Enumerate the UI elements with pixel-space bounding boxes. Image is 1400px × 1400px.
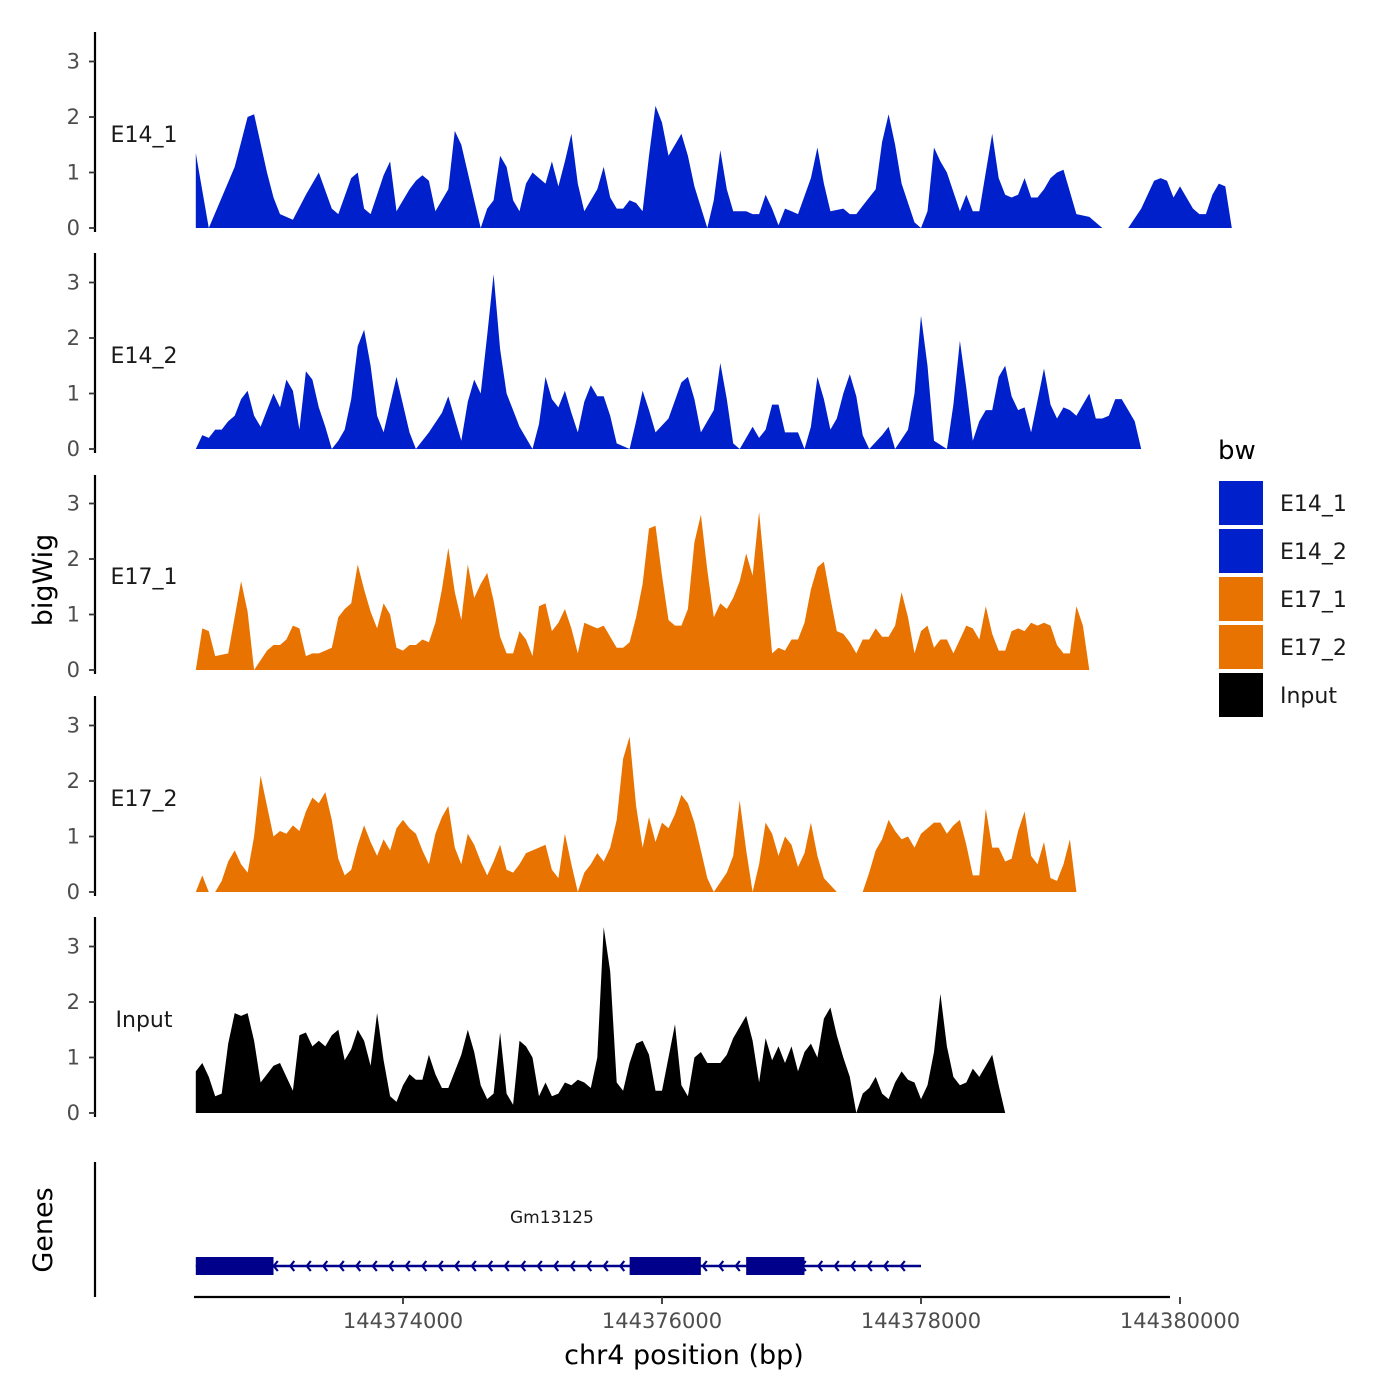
strand-arrow (486, 1260, 494, 1272)
genes-panel: Gm13125 (93, 1162, 921, 1297)
coverage-area-e14-2 (195, 274, 1142, 449)
strand-arrow (701, 1260, 708, 1272)
x-axis: 144374000 144376000 144378000 144380000 (194, 1295, 1240, 1333)
gene-exon (195, 1257, 274, 1275)
strand-arrow (899, 1260, 906, 1272)
strand-arrow (734, 1260, 741, 1272)
x-axis-title: chr4 position (bp) (564, 1340, 804, 1371)
y-tick-label: 0 (67, 658, 80, 682)
track-label: E14_1 (111, 123, 178, 148)
legend-label: E17_2 (1280, 636, 1347, 661)
strand-arrow (437, 1260, 444, 1272)
strand-arrow (552, 1260, 560, 1272)
genes-axis-title: Genes (28, 1187, 59, 1272)
strand-arrow (849, 1260, 857, 1272)
y-tick-label: 0 (67, 880, 80, 904)
x-tick-label: 144380000 (1120, 1309, 1240, 1333)
legend-label: E14_2 (1280, 540, 1347, 565)
strand-arrow (321, 1260, 329, 1272)
legend-swatch (1219, 481, 1263, 525)
strand-arrow (453, 1260, 461, 1272)
strand-arrow (404, 1260, 411, 1272)
y-tick-label: 2 (67, 990, 80, 1014)
legend-label: Input (1280, 684, 1337, 709)
y-tick-label: 2 (67, 769, 80, 793)
y-tick-label: 1 (67, 1046, 80, 1070)
track-e17-1: 0 1 2 3 E17_1 (67, 475, 1090, 682)
strand-arrow (387, 1260, 395, 1272)
y-tick-label: 0 (67, 437, 80, 461)
strand-arrow (816, 1260, 824, 1272)
strand-arrow (519, 1260, 527, 1272)
strand-arrow (338, 1260, 345, 1272)
y-tick-label: 3 (67, 50, 80, 74)
strand-arrow (420, 1260, 428, 1272)
y-axis-title: bigWig (28, 534, 59, 627)
y-tick-label: 3 (67, 492, 80, 516)
gene-gm13125: Gm13125 (195, 1208, 921, 1275)
y-tick-label: 2 (67, 547, 80, 571)
track-e17-2: 0 1 2 3 E17_2 (67, 696, 1077, 904)
x-tick-label: 144378000 (861, 1309, 981, 1333)
tracks: 0 1 2 3 E14_1 0 1 2 3 E14_2 0 1 2 3 E17_1 0 1 2 3 E17_2 0 1 2 3… (67, 32, 1232, 1125)
track-label: E17_1 (111, 565, 178, 590)
legend-swatch (1219, 625, 1263, 669)
strand-arrow (866, 1260, 873, 1272)
legend-title: bw (1218, 436, 1256, 466)
y-tick-label: 3 (67, 271, 80, 295)
y-tick-label: 1 (67, 603, 80, 627)
coverage-area-e17-2 (195, 736, 1077, 892)
y-tick-label: 0 (67, 1101, 80, 1125)
y-tick-label: 2 (67, 326, 80, 350)
track-input: 0 1 2 3 Input (67, 917, 1006, 1125)
strand-arrow (536, 1260, 543, 1272)
coverage-area-e17-1 (195, 511, 1090, 670)
legend: bw E14_1 E14_2 E17_1 E17_2 Input (1218, 436, 1347, 717)
strand-arrow (602, 1260, 609, 1272)
y-tick-label: 1 (67, 825, 80, 849)
y-tick-label: 2 (67, 105, 80, 129)
x-tick-label: 144374000 (343, 1309, 463, 1333)
track-label: E14_2 (111, 344, 178, 369)
strand-arrow (618, 1260, 626, 1272)
y-tick-label: 1 (67, 161, 80, 185)
strand-arrow (371, 1260, 378, 1272)
y-tick-label: 3 (67, 714, 80, 738)
strand-arrow (288, 1260, 296, 1272)
strand-arrow (882, 1260, 890, 1272)
legend-label: E17_1 (1280, 588, 1347, 613)
track-e14-2: 0 1 2 3 E14_2 (67, 253, 1142, 461)
legend-swatch (1219, 529, 1263, 573)
x-tick-label: 144376000 (602, 1309, 722, 1333)
strand-arrow (470, 1260, 477, 1272)
y-tick-label: 1 (67, 382, 80, 406)
strand-arrow (354, 1260, 362, 1272)
track-label: Input (116, 1008, 173, 1033)
coverage-area-e14-1 (195, 105, 1232, 228)
legend-label: E14_1 (1280, 492, 1347, 517)
coverage-area-input (195, 927, 1006, 1113)
legend-swatch (1219, 673, 1263, 717)
y-tick-label: 0 (67, 216, 80, 240)
track-e14-1: 0 1 2 3 E14_1 (67, 32, 1232, 240)
strand-arrow (833, 1260, 840, 1272)
strand-arrow (585, 1260, 593, 1272)
strand-arrow (569, 1260, 576, 1272)
gene-exon (746, 1257, 805, 1275)
track-label: E17_2 (111, 787, 178, 812)
legend-swatch (1219, 577, 1263, 621)
y-tick-label: 3 (67, 935, 80, 959)
strand-arrow (305, 1260, 312, 1272)
strand-arrow (272, 1260, 279, 1272)
strand-arrow (717, 1260, 725, 1272)
gene-label: Gm13125 (510, 1208, 594, 1228)
gene-exon (629, 1257, 701, 1275)
strand-arrow (503, 1260, 510, 1272)
